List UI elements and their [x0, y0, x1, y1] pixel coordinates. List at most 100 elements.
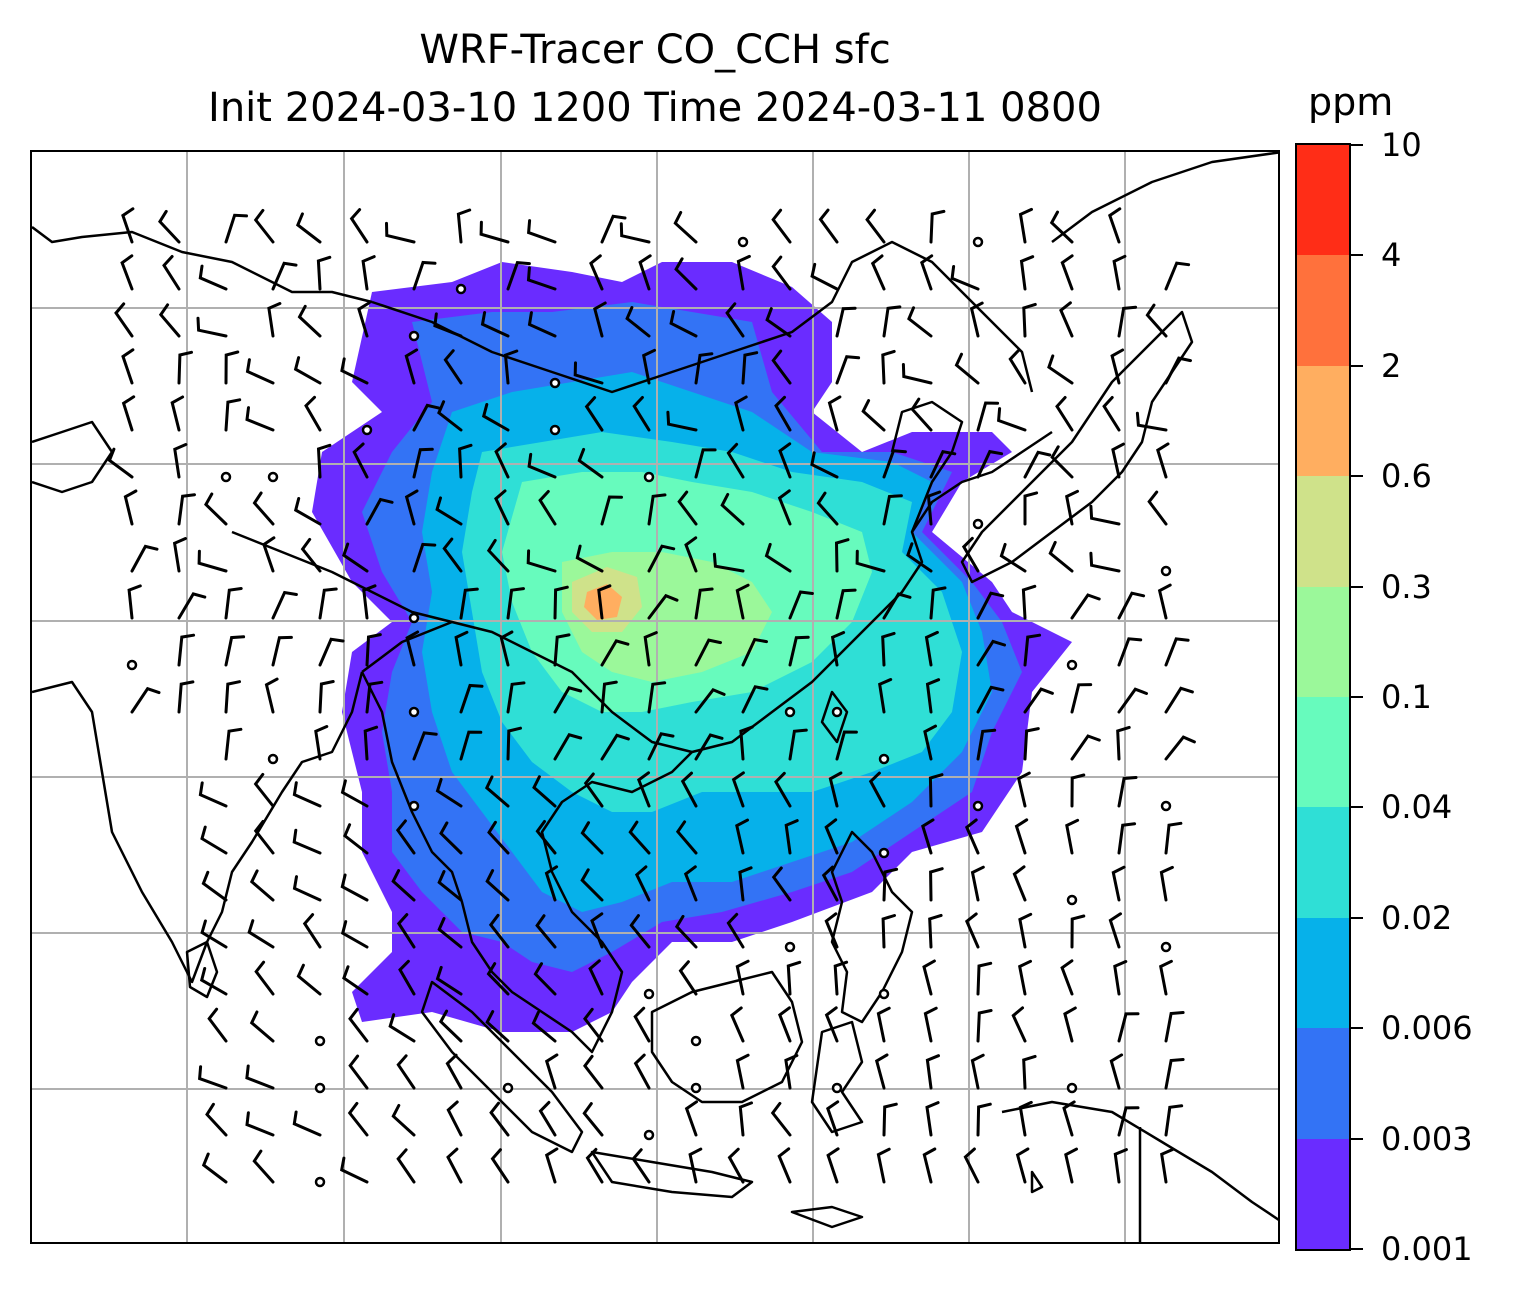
wind-barb: [1117, 637, 1143, 667]
wind-barb: [316, 255, 332, 291]
wind-barb: [224, 398, 242, 432]
wind-barb: [634, 865, 651, 902]
wind-barb: [1023, 450, 1052, 479]
wind-barb: [198, 1065, 228, 1090]
wind-barb: [435, 965, 463, 996]
wind-barb: [1018, 912, 1033, 949]
wind-barb: [388, 1013, 416, 1043]
wind-barb: [669, 310, 698, 338]
wind-barb: [921, 818, 935, 855]
wind-barb: [442, 537, 463, 573]
calm-marker: [267, 753, 279, 765]
wind-barb: [835, 355, 861, 385]
colorbar-label: 0.04: [1381, 788, 1453, 827]
coastline-small-islands: [790, 1170, 1044, 1229]
wind-barb: [855, 549, 886, 573]
wind-barb: [487, 820, 510, 855]
wind-barb: [1023, 727, 1040, 761]
wind-barb: [694, 587, 714, 620]
wind-barb: [438, 1009, 463, 1043]
wind-barb: [446, 1100, 463, 1137]
coastline-korea: [890, 400, 964, 533]
wind-barb: [788, 728, 808, 761]
calm-marker: [549, 424, 561, 436]
wind-barb: [486, 538, 510, 573]
colorbar-segment: [1297, 916, 1349, 1029]
wind-barb: [314, 725, 329, 761]
wind-barb: [1021, 584, 1037, 620]
colorbar-label: 0.02: [1381, 898, 1453, 937]
wind-barb: [929, 450, 957, 479]
wind-barb: [647, 732, 675, 761]
wind-barb: [600, 639, 630, 667]
wind-barb: [770, 1101, 792, 1137]
wind-barb: [619, 222, 651, 244]
calm-marker: [549, 377, 561, 389]
wind-barb: [1063, 1006, 1077, 1043]
wind-barb: [729, 1006, 745, 1043]
wind-barb: [1164, 1058, 1185, 1090]
wind-barb: [318, 587, 338, 620]
wind-barb: [741, 351, 759, 385]
wind-barb: [553, 686, 583, 714]
wind-barb: [398, 959, 416, 996]
wind-barb: [296, 963, 322, 996]
wind-barb: [694, 638, 722, 667]
wind-barb: [158, 303, 181, 338]
wind-barb: [173, 443, 188, 479]
wind-barb: [391, 869, 416, 902]
wind-barb: [1022, 1054, 1037, 1090]
wind-barb: [969, 301, 984, 338]
wind-barb: [999, 542, 1027, 573]
colorbar-segment: [1297, 696, 1349, 808]
wind-barb: [439, 821, 463, 855]
wind-barb: [506, 681, 526, 714]
calm-marker: [408, 612, 420, 624]
border-himalaya: [231, 530, 453, 624]
wind-barb: [739, 725, 754, 761]
wind-barb: [433, 312, 463, 338]
calm-marker: [831, 706, 843, 718]
wind-barb: [726, 442, 745, 479]
wind-barb: [271, 635, 293, 667]
wind-barb: [970, 1053, 985, 1090]
map-plot: [32, 152, 1278, 1242]
wind-barb: [784, 1054, 799, 1090]
wind-barb: [1023, 633, 1042, 667]
concentration-field: [312, 262, 1072, 1032]
wind-barb: [636, 771, 651, 808]
wind-barb: [835, 730, 858, 761]
wind-barb: [736, 254, 751, 291]
colorbar-tick: [1351, 806, 1363, 809]
wind-barb: [976, 728, 997, 761]
wind-barb: [490, 1148, 510, 1184]
wind-barb: [647, 544, 676, 573]
wind-barb: [1112, 254, 1127, 291]
wind-barb: [589, 254, 604, 291]
wind-barb: [1164, 356, 1192, 385]
wind-barb: [405, 630, 420, 667]
coastline-taiwan: [820, 690, 849, 744]
wind-barb: [264, 677, 279, 714]
wind-barb: [553, 633, 571, 667]
wind-barb: [544, 1053, 559, 1090]
wind-barb: [198, 264, 228, 291]
wind-barb: [1147, 490, 1168, 526]
wind-barb: [925, 678, 941, 714]
wind-barb: [826, 1147, 840, 1184]
wind-barb: [764, 542, 792, 573]
wind-barb: [573, 361, 604, 385]
wind-barb: [824, 1006, 839, 1043]
map-title-line1: WRF-Tracer CO_CCH sfc: [419, 27, 891, 73]
wind-barb: [922, 1147, 937, 1184]
wind-barb: [881, 914, 896, 949]
wind-barb: [158, 209, 181, 244]
wind-barb: [1023, 491, 1039, 526]
wind-barb: [526, 549, 557, 573]
coastline-arabia-edge: [32, 420, 114, 494]
wind-barb: [628, 820, 651, 855]
calm-marker: [784, 706, 796, 718]
wind-barb: [412, 447, 434, 479]
wind-barb: [834, 538, 850, 573]
wind-barb: [340, 920, 369, 949]
